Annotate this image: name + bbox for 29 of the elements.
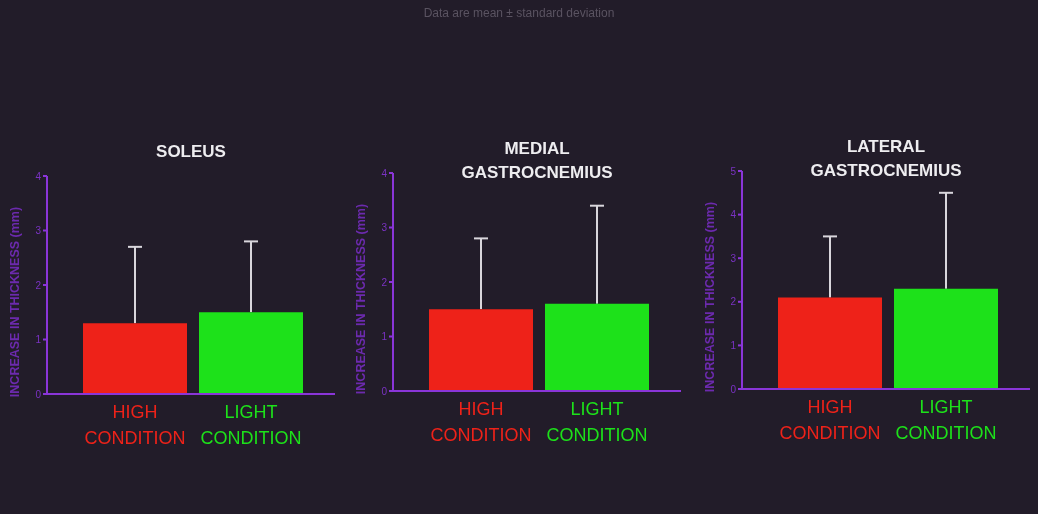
y-tick-label: 2: [35, 279, 42, 291]
y-axis-title: INCREASE IN THICKNESS (mm): [8, 206, 22, 398]
x-tick-label: HIGH CONDITION: [779, 397, 881, 443]
y-axis-title: INCREASE IN THICKNESS (mm): [354, 203, 368, 395]
y-tick-label: 5: [730, 165, 737, 177]
y-axis-title: INCREASE IN THICKNESS (mm): [703, 201, 717, 393]
text: Data are mean ± standard deviation: [422, 5, 616, 21]
x-tick-label: HIGH CONDITION: [84, 402, 186, 448]
y-tick-label: 2: [381, 276, 388, 288]
y-tick-label: 0: [381, 385, 388, 397]
chart-title: SOLEUS: [155, 141, 227, 163]
y-tick-label: 2: [730, 296, 737, 308]
y-tick-label: 3: [730, 252, 737, 264]
x-tick-label: HIGH CONDITION: [430, 399, 532, 445]
y-tick-label: 4: [35, 170, 42, 182]
chart-title: MEDIAL GASTROCNEMIUS: [460, 138, 614, 184]
y-tick-label: 4: [730, 209, 737, 221]
y-tick-label: 3: [381, 222, 388, 234]
y-tick-label: 3: [35, 225, 42, 237]
y-tick-label: 1: [35, 334, 42, 346]
x-tick-label: LIGHT CONDITION: [546, 399, 648, 445]
x-tick-label: LIGHT CONDITION: [895, 397, 997, 443]
y-tick-label: 0: [35, 388, 42, 400]
chart-title: LATERAL GASTROCNEMIUS: [809, 136, 963, 182]
x-tick-label: LIGHT CONDITION: [200, 402, 302, 448]
y-tick-label: 0: [730, 383, 737, 395]
y-tick-label: 4: [381, 167, 388, 179]
y-tick-label: 1: [381, 331, 388, 343]
y-tick-label: 1: [730, 339, 737, 351]
